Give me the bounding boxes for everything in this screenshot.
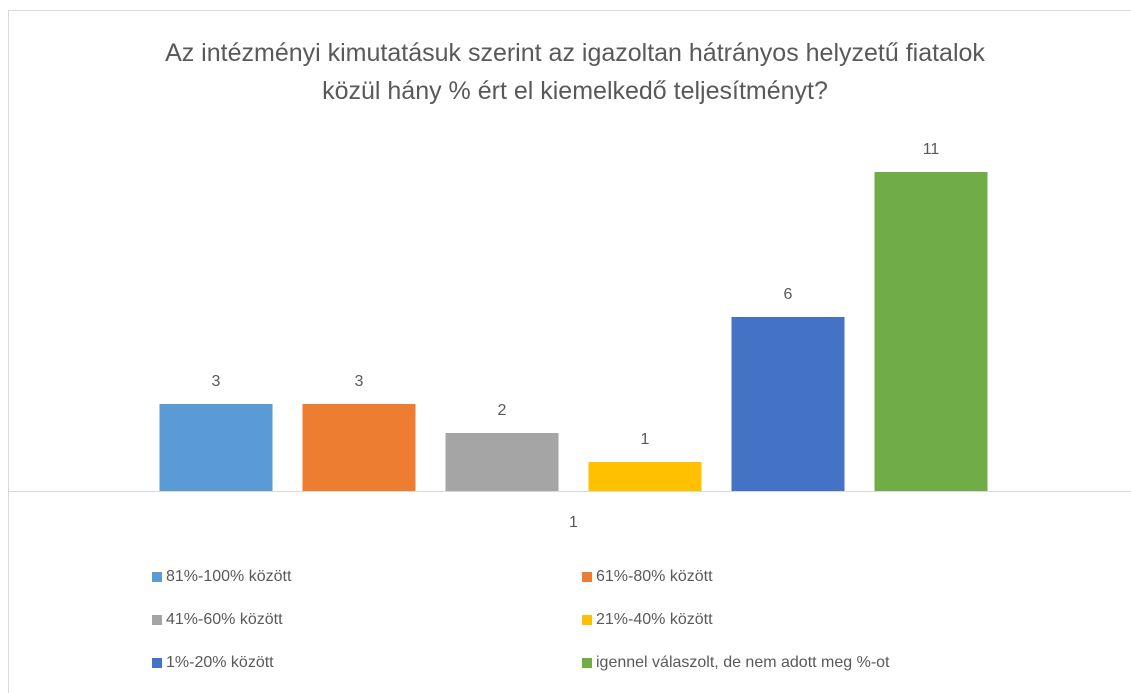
- legend-swatch: [152, 615, 162, 625]
- legend-label: 1%-20% között: [166, 654, 274, 671]
- legend-label: 21%-40% között: [596, 611, 713, 628]
- data-label: 11: [923, 141, 940, 158]
- data-label: 2: [498, 402, 507, 419]
- x-tick-label: 1: [569, 514, 578, 531]
- legend-label: 41%-60% között: [166, 611, 283, 628]
- bar: [731, 317, 845, 491]
- bar: [874, 172, 988, 491]
- data-label: 1: [641, 431, 650, 448]
- legend-label: 81%-100% között: [166, 568, 292, 585]
- legend-swatch: [152, 658, 162, 668]
- data-label: 3: [212, 373, 221, 390]
- legend-label: igennel válaszolt, de nem adott meg %-ot: [596, 654, 890, 671]
- chart-title: Az intézményi kimutatásuk szerint az iga…: [165, 39, 985, 105]
- legend-label: 61%-80% között: [596, 568, 713, 585]
- legend-swatch: [582, 615, 592, 625]
- data-label: 6: [784, 286, 793, 303]
- legend-swatch: [152, 572, 162, 582]
- bar: [445, 433, 559, 491]
- bar: [588, 462, 702, 491]
- legend-swatch: [582, 658, 592, 668]
- bar: [159, 404, 273, 491]
- bar: [302, 404, 416, 491]
- data-label: 3: [355, 373, 364, 390]
- legend-swatch: [582, 572, 592, 582]
